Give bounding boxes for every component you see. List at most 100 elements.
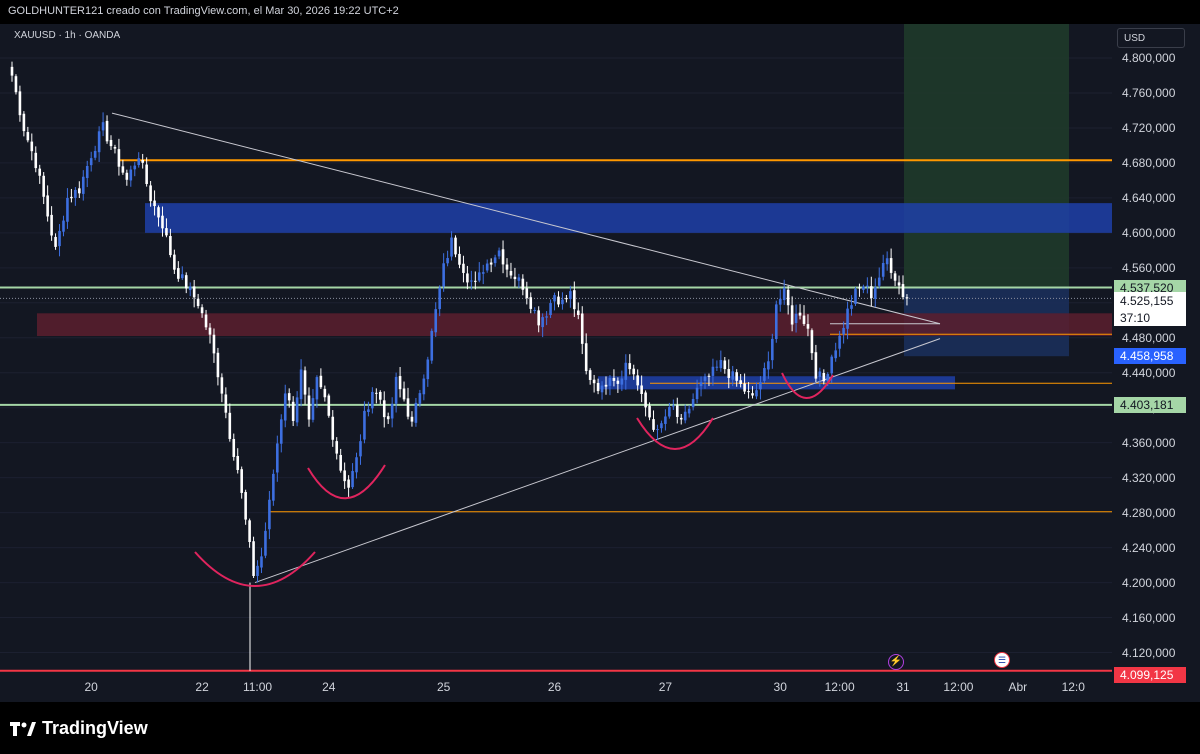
price-tick: 4.200,000 [1122, 575, 1176, 590]
up-candle [442, 263, 445, 287]
down-candle [34, 152, 38, 169]
tradingview-logo[interactable]: TradingView [10, 718, 148, 739]
up-candle [850, 305, 853, 309]
down-candle [173, 254, 176, 270]
up-candle [438, 287, 441, 310]
up-candle [826, 374, 830, 382]
down-candle [54, 236, 57, 247]
up-candle [541, 317, 544, 328]
up-candle [778, 298, 782, 305]
up-candle [62, 220, 65, 232]
down-candle [244, 492, 247, 520]
up-candle [256, 565, 259, 576]
down-candle [743, 383, 746, 392]
price-tick: 4.560,000 [1122, 260, 1176, 275]
down-candle [723, 360, 727, 370]
up-candle [656, 429, 659, 431]
up-candle [93, 150, 97, 158]
upper-trendline [111, 112, 941, 325]
down-candle [462, 263, 465, 273]
down-candle [406, 398, 410, 417]
caption-bar: GOLDHUNTER121 creado con TradingView.com… [0, 0, 1200, 24]
down-candle [529, 297, 533, 309]
up-candle [276, 443, 279, 473]
down-candle [810, 330, 814, 354]
up-candle [363, 410, 366, 440]
up-candle [268, 499, 271, 530]
up-candle [315, 377, 319, 400]
up-candle [422, 378, 426, 395]
down-candle [184, 275, 188, 289]
down-candle [204, 314, 208, 328]
down-candle [200, 307, 204, 314]
down-candle [806, 324, 810, 329]
up-candle [731, 371, 735, 380]
down-candle [525, 288, 529, 299]
cup-arc [307, 464, 386, 500]
down-candle [232, 438, 236, 457]
down-candle [584, 343, 588, 372]
down-candle [192, 286, 196, 298]
down-candle [335, 441, 339, 454]
up-candle [877, 277, 881, 286]
up-candle [834, 350, 837, 359]
up-candle [129, 169, 133, 181]
down-candle [604, 384, 608, 387]
down-candle [640, 385, 643, 395]
lightning-icon[interactable]: ⚡ [888, 654, 904, 670]
up-candle [703, 376, 707, 381]
up-candle [771, 338, 774, 361]
price-chart[interactable] [0, 0, 1200, 700]
up-candle [351, 471, 354, 488]
up-candle [711, 366, 715, 376]
down-candle [410, 416, 414, 422]
down-candle [153, 200, 156, 207]
down-candle [14, 76, 18, 93]
caption-text: GOLDHUNTER121 creado con TradingView.com… [8, 5, 399, 17]
down-candle [580, 313, 584, 344]
price-tick: 4.320,000 [1122, 470, 1176, 485]
up-candle [683, 411, 687, 421]
down-candle [901, 284, 905, 298]
up-candle [687, 408, 691, 414]
up-candle [470, 280, 473, 282]
up-candle [434, 309, 438, 333]
up-candle [854, 289, 857, 304]
down-candle [557, 296, 560, 305]
up-candle [133, 165, 137, 170]
time-tick: 24 [322, 680, 336, 694]
up-candle [767, 361, 770, 370]
down-candle [905, 297, 909, 299]
lower-trendline [254, 338, 941, 584]
up-candle [180, 274, 184, 279]
down-candle [790, 305, 794, 325]
down-candle [50, 214, 53, 236]
time-tick: 31 [896, 680, 910, 694]
up-candle [600, 385, 604, 393]
up-candle [450, 237, 453, 257]
down-candle [652, 419, 655, 430]
price-tick: 4.360,000 [1122, 435, 1176, 450]
up-candle [497, 250, 501, 257]
down-candle [327, 395, 331, 416]
down-candle [458, 253, 461, 265]
down-candle [70, 196, 73, 199]
down-candle [339, 455, 342, 471]
down-candle [105, 120, 109, 142]
up-candle [355, 457, 358, 473]
currency-button[interactable]: USD [1117, 28, 1185, 48]
up-candle [485, 263, 489, 271]
up-candle [272, 473, 275, 501]
down-candle [501, 249, 505, 265]
up-candle [264, 530, 267, 556]
price-tick: 4.600,000 [1122, 225, 1176, 240]
down-candle [505, 264, 509, 270]
down-candle [402, 388, 406, 400]
resistance-zone [145, 203, 1112, 233]
us-flag-icon[interactable]: ☰ [994, 652, 1010, 668]
down-candle [382, 400, 386, 418]
down-candle [287, 393, 291, 401]
price-tick: 4.800,000 [1122, 51, 1176, 65]
down-candle [46, 195, 49, 217]
down-candle [291, 401, 295, 421]
